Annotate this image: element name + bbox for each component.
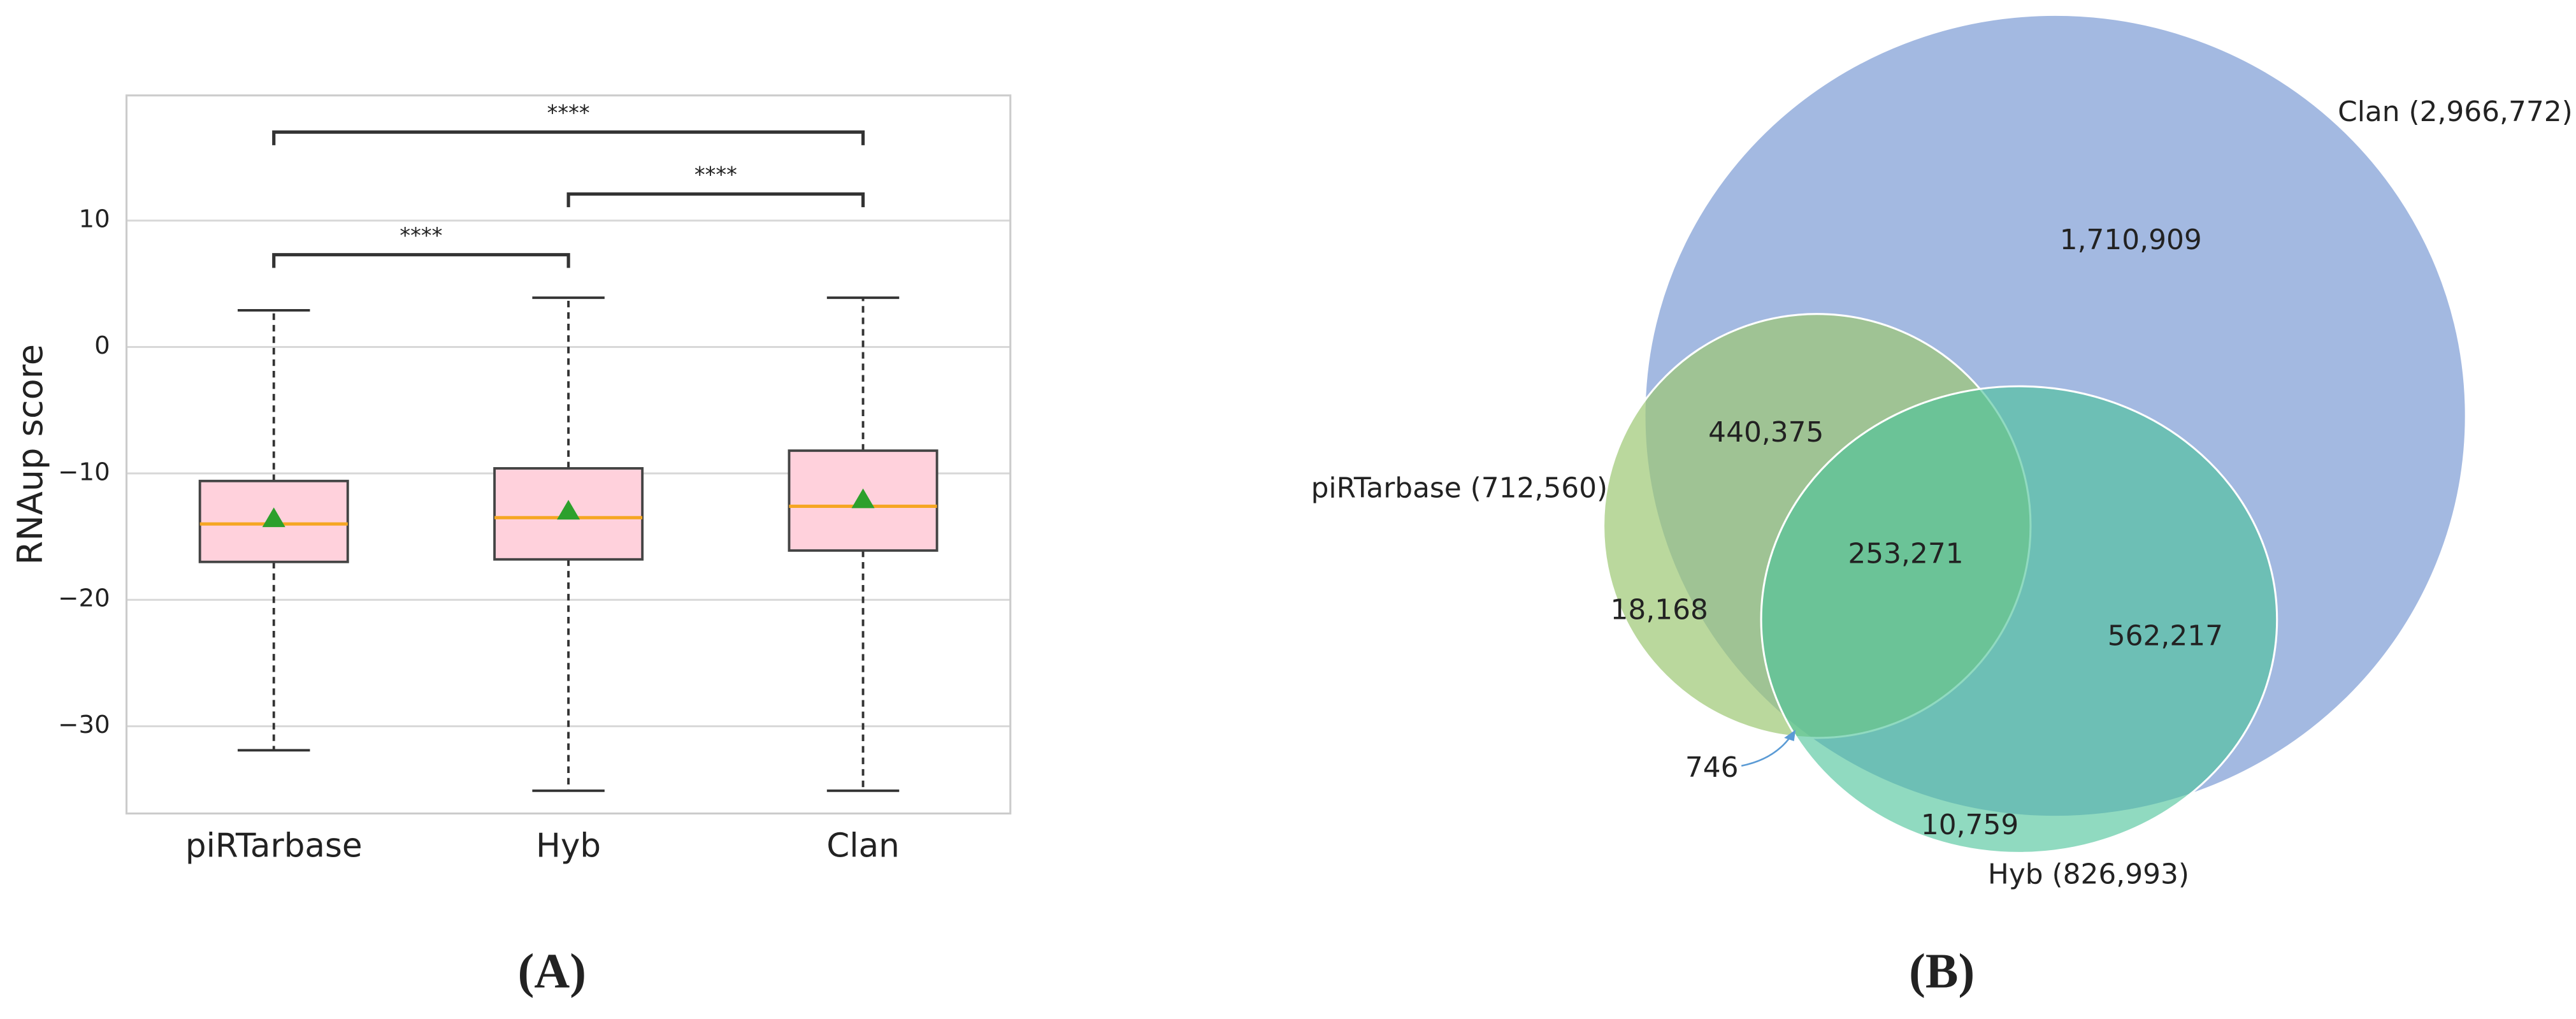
mean-marker: [262, 507, 285, 528]
significance-bracket: [272, 253, 570, 268]
significance-bracket: [272, 130, 865, 145]
y-axis-label: RNAup score: [10, 344, 50, 565]
panel-label: (B): [1909, 944, 1975, 999]
x-tick-label: Clan: [826, 827, 900, 865]
y-tick-label: 0: [94, 331, 110, 360]
set-label: piRTarbase (712,560): [1311, 472, 1608, 505]
set-label: Clan (2,966,772): [2338, 96, 2573, 128]
region-label: 10,759: [1921, 809, 2018, 841]
y-tick-label: −20: [58, 584, 110, 613]
set-label: Hyb (826,993): [1988, 858, 2189, 890]
mean-marker: [851, 488, 875, 509]
x-tick-label: Hyb: [536, 827, 601, 865]
plot-frame: [125, 94, 1012, 815]
callout-arrowhead: [1784, 730, 1796, 742]
mean-marker: [557, 500, 580, 520]
region-label: 746: [1685, 751, 1739, 784]
box: [198, 479, 349, 563]
y-tick-label: 10: [79, 205, 110, 234]
significance-label: ****: [547, 100, 590, 125]
significance-label: ****: [694, 163, 737, 187]
region-label: 253,271: [1848, 538, 1963, 570]
significance-label: ****: [399, 223, 442, 248]
box: [788, 449, 939, 552]
significance-bracket: [566, 192, 865, 208]
venn-set: [1760, 385, 2278, 854]
y-tick-label: −30: [58, 711, 110, 739]
y-tick-label: −10: [58, 458, 110, 486]
region-label: 440,375: [1708, 416, 1824, 449]
panel-label: (A): [518, 944, 586, 999]
callout-arrow: [1741, 735, 1792, 767]
region-label: 1,710,909: [2060, 224, 2202, 256]
region-label: 562,217: [2108, 620, 2223, 653]
x-tick-label: piRTarbase: [185, 827, 363, 865]
region-label: 18,168: [1611, 593, 1708, 626]
